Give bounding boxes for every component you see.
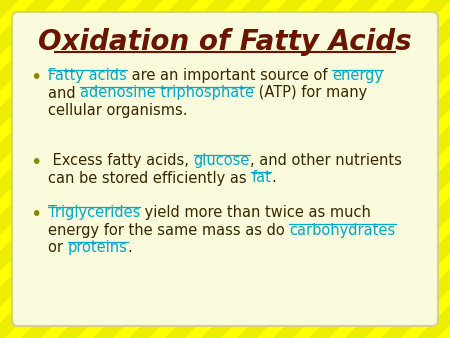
Text: are an important source of: are an important source of	[127, 68, 332, 83]
Text: cellular organisms.: cellular organisms.	[48, 103, 188, 118]
Text: Excess fatty acids,: Excess fatty acids,	[48, 153, 194, 168]
Text: •: •	[30, 68, 41, 87]
Text: Fatty acids: Fatty acids	[48, 68, 127, 83]
Text: yield more than twice as much: yield more than twice as much	[140, 205, 371, 220]
Text: proteins: proteins	[68, 240, 127, 255]
Polygon shape	[22, 0, 378, 338]
Text: and: and	[48, 86, 80, 100]
Polygon shape	[94, 0, 450, 338]
Polygon shape	[0, 0, 54, 338]
Text: Triglycerides: Triglycerides	[48, 205, 140, 220]
Polygon shape	[0, 0, 18, 338]
Polygon shape	[0, 0, 126, 338]
Text: energy for the same mass as do: energy for the same mass as do	[48, 222, 289, 238]
Text: or: or	[48, 240, 68, 255]
Text: (ATP) for many: (ATP) for many	[254, 86, 368, 100]
Polygon shape	[0, 0, 198, 338]
Polygon shape	[0, 0, 306, 338]
Polygon shape	[0, 0, 234, 338]
Polygon shape	[382, 0, 450, 338]
Polygon shape	[274, 0, 450, 338]
Polygon shape	[0, 0, 162, 338]
Polygon shape	[130, 0, 450, 338]
Text: can be stored efficiently as: can be stored efficiently as	[48, 170, 251, 186]
Polygon shape	[0, 0, 270, 338]
FancyBboxPatch shape	[12, 12, 438, 326]
Polygon shape	[418, 0, 450, 338]
Text: , and other nutrients: , and other nutrients	[250, 153, 402, 168]
Polygon shape	[346, 0, 450, 338]
Polygon shape	[166, 0, 450, 338]
Text: •: •	[30, 205, 41, 224]
Text: glucose: glucose	[194, 153, 250, 168]
Text: adenosine triphosphate: adenosine triphosphate	[80, 86, 254, 100]
Text: energy: energy	[332, 68, 383, 83]
Text: Oxidation of Fatty Acids: Oxidation of Fatty Acids	[38, 28, 412, 56]
Text: .: .	[127, 240, 132, 255]
Polygon shape	[238, 0, 450, 338]
Polygon shape	[0, 0, 90, 338]
Polygon shape	[202, 0, 450, 338]
Text: fat: fat	[251, 170, 271, 186]
Polygon shape	[0, 0, 342, 338]
Polygon shape	[310, 0, 450, 338]
Text: carbohydrates: carbohydrates	[289, 222, 396, 238]
Polygon shape	[58, 0, 414, 338]
Text: •: •	[30, 153, 41, 172]
Text: .: .	[271, 170, 276, 186]
